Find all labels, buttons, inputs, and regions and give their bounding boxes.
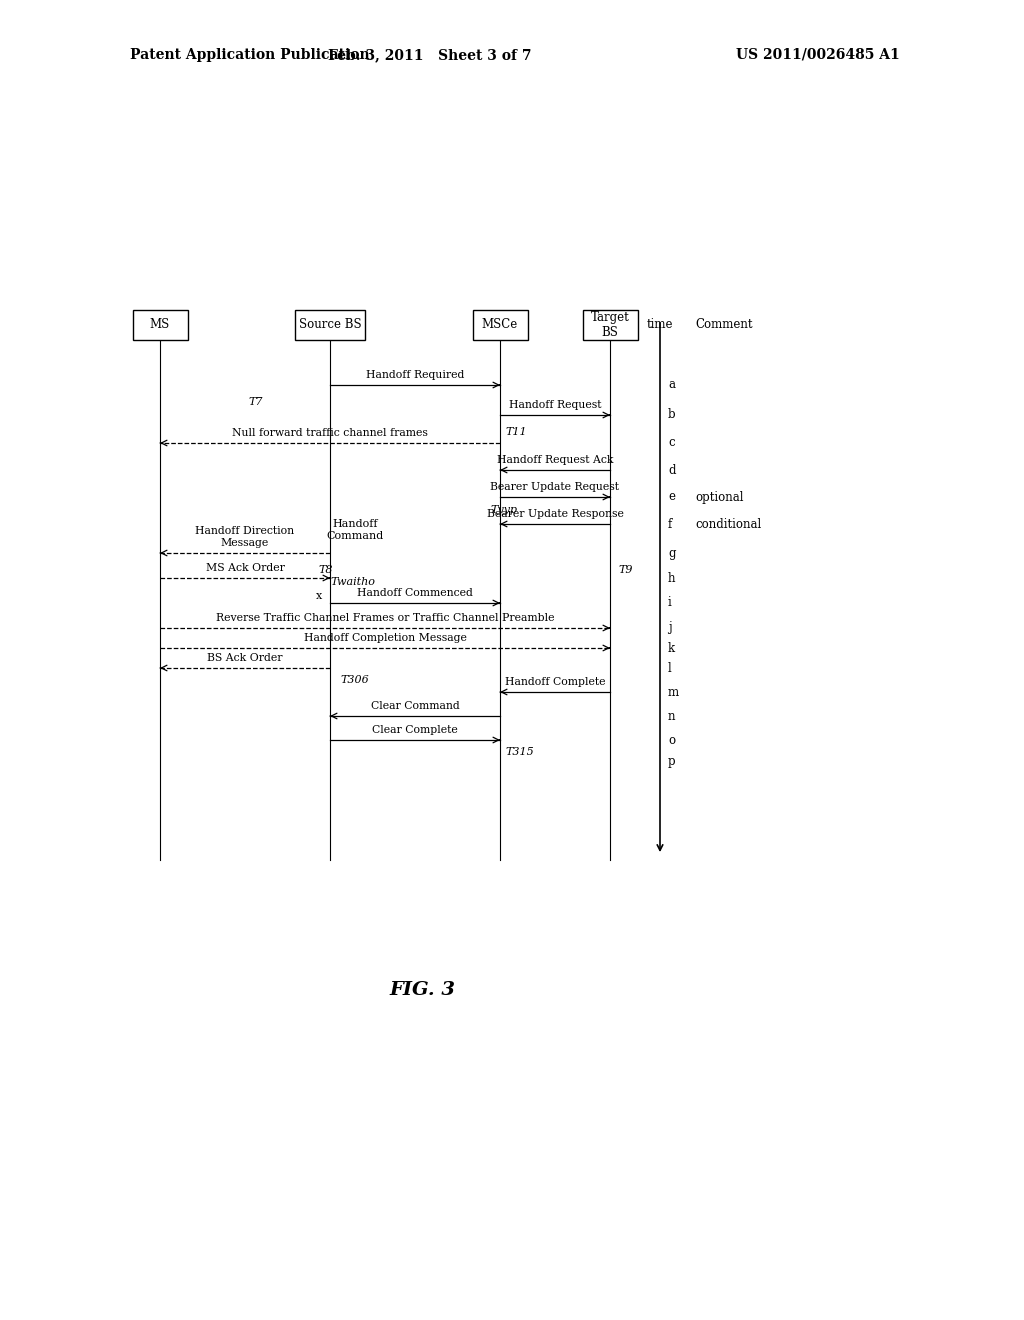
Text: b: b: [668, 408, 676, 421]
Text: Handoff Request: Handoff Request: [509, 400, 601, 411]
Text: Handoff Complete: Handoff Complete: [505, 677, 605, 686]
Text: Bearer Update Response: Bearer Update Response: [486, 510, 624, 519]
Text: Twaitho: Twaitho: [330, 577, 375, 587]
Bar: [295, 310, 365, 341]
Text: T9: T9: [618, 565, 633, 576]
Text: conditional: conditional: [695, 517, 761, 531]
Text: Target
BS: Target BS: [591, 312, 630, 339]
Text: Handoff Completion Message: Handoff Completion Message: [303, 634, 467, 643]
Text: MS Ack Order: MS Ack Order: [206, 564, 285, 573]
Text: l: l: [668, 661, 672, 675]
Text: BS Ack Order: BS Ack Order: [207, 653, 283, 663]
Text: e: e: [668, 491, 675, 503]
Text: T306: T306: [340, 675, 369, 685]
Text: T8: T8: [318, 565, 333, 576]
Text: m: m: [668, 685, 679, 698]
Text: Null forward traffic channel frames: Null forward traffic channel frames: [232, 428, 428, 438]
Text: x: x: [316, 591, 323, 601]
Bar: [472, 310, 527, 341]
Text: Tyyp: Tyyp: [490, 506, 517, 515]
Text: d: d: [668, 463, 676, 477]
Bar: [132, 310, 187, 341]
Text: f: f: [668, 517, 672, 531]
Text: Clear Complete: Clear Complete: [372, 725, 458, 735]
Text: Bearer Update Request: Bearer Update Request: [490, 482, 620, 492]
Text: Handoff
Command: Handoff Command: [327, 519, 384, 541]
Text: a: a: [668, 379, 675, 392]
Text: MS: MS: [150, 318, 170, 331]
Text: T11: T11: [505, 426, 526, 437]
Text: i: i: [668, 597, 672, 610]
Text: g: g: [668, 546, 676, 560]
Text: p: p: [668, 755, 676, 768]
Text: MSCe: MSCe: [482, 318, 518, 331]
Text: T315: T315: [505, 747, 534, 756]
Text: Handoff Required: Handoff Required: [366, 370, 464, 380]
Text: T7: T7: [248, 397, 262, 407]
Text: Comment: Comment: [695, 318, 753, 331]
Text: j: j: [668, 622, 672, 635]
Text: Patent Application Publication: Patent Application Publication: [130, 48, 370, 62]
Text: k: k: [668, 642, 675, 655]
Text: US 2011/0026485 A1: US 2011/0026485 A1: [736, 48, 900, 62]
Text: Handoff Commenced: Handoff Commenced: [357, 587, 473, 598]
Text: Clear Command: Clear Command: [371, 701, 460, 711]
Bar: [583, 310, 638, 341]
Text: Feb. 3, 2011   Sheet 3 of 7: Feb. 3, 2011 Sheet 3 of 7: [329, 48, 531, 62]
Text: h: h: [668, 572, 676, 585]
Text: c: c: [668, 437, 675, 450]
Text: Handoff Direction
Message: Handoff Direction Message: [196, 527, 295, 548]
Text: optional: optional: [695, 491, 743, 503]
Text: FIG. 3: FIG. 3: [389, 981, 455, 999]
Text: o: o: [668, 734, 675, 747]
Text: Handoff Request Ack: Handoff Request Ack: [497, 455, 613, 465]
Text: Source BS: Source BS: [299, 318, 361, 331]
Text: Reverse Traffic Channel Frames or Traffic Channel Preamble: Reverse Traffic Channel Frames or Traffi…: [216, 612, 554, 623]
Text: time: time: [647, 318, 673, 331]
Text: n: n: [668, 710, 676, 722]
